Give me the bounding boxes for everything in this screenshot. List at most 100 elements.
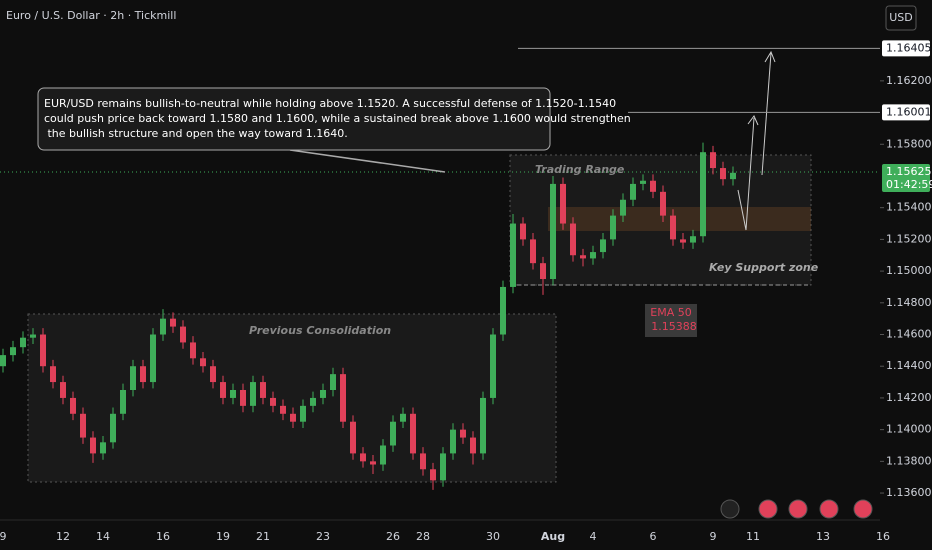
- candle-body: [730, 172, 736, 180]
- arrow-head: [747, 115, 759, 126]
- candle-body: [160, 318, 166, 335]
- candle-body: [450, 429, 456, 454]
- projection-arrow: [761, 52, 772, 176]
- chart-title: Euro / U.S. Dollar · 2h · Tickmill: [6, 9, 176, 22]
- projection-arrow: [737, 117, 755, 231]
- x-tick-label: 11: [746, 530, 760, 543]
- candle-body: [360, 453, 366, 462]
- current-price-label: 1.15625: [886, 165, 932, 178]
- x-tick-label: 30: [486, 530, 500, 543]
- candle-body: [530, 239, 536, 264]
- candle-body: [200, 358, 206, 367]
- arrow-head: [764, 50, 776, 63]
- candle-body: [110, 413, 116, 443]
- candle-body: [10, 347, 16, 356]
- candle-body: [320, 390, 326, 398]
- event-icon[interactable]: [758, 499, 778, 519]
- candle-body: [560, 183, 566, 224]
- y-tick-label: 1.15200: [886, 232, 932, 245]
- candle-body: [390, 421, 396, 446]
- candle-body: [30, 334, 36, 338]
- candle-body: [20, 337, 26, 348]
- candle-body: [370, 461, 376, 465]
- note-line: the bullish structure and open the way t…: [44, 127, 348, 140]
- candle-body: [220, 382, 226, 398]
- candle-body: [670, 215, 676, 240]
- note-box: [37, 87, 551, 151]
- candle-body: [270, 397, 276, 406]
- y-tick-label: 1.13600: [886, 486, 932, 499]
- note-pointer: [289, 149, 446, 173]
- candle-body: [250, 382, 256, 406]
- candle-body: [140, 366, 146, 383]
- candle-body: [640, 180, 646, 184]
- candle-body: [240, 390, 246, 406]
- candle-body: [170, 318, 176, 327]
- candle-body: [520, 223, 526, 240]
- candle-body: [80, 413, 86, 438]
- event-icon[interactable]: [853, 499, 873, 519]
- candle-body: [570, 223, 576, 256]
- candle-body: [550, 183, 556, 280]
- zone-label: Key Support zone: [709, 261, 819, 274]
- candle-body: [480, 397, 486, 454]
- candle-body: [180, 326, 186, 343]
- candle-body: [630, 183, 636, 200]
- y-tick-label: 1.14600: [886, 328, 932, 341]
- candle-body: [60, 382, 66, 398]
- x-tick-label: 28: [416, 530, 430, 543]
- icon-button[interactable]: [720, 499, 740, 519]
- candle-body: [660, 191, 666, 216]
- y-tick-label: 1.15400: [886, 201, 932, 214]
- candle-body: [620, 199, 626, 216]
- x-tick-label: Aug: [541, 530, 565, 543]
- candle-body: [460, 429, 466, 438]
- candle-body: [430, 469, 436, 481]
- candle-body: [710, 152, 716, 169]
- current-price-box: [882, 164, 930, 193]
- x-tick-label: 12: [56, 530, 70, 543]
- y-tick-label: 1.14200: [886, 391, 932, 404]
- countdown-label: 01:42:59: [886, 178, 932, 191]
- candle-body: [0, 355, 6, 367]
- y-tick-label: 1.16200: [886, 74, 932, 87]
- y-tick-label: 1.14400: [886, 359, 932, 372]
- candle-body: [350, 421, 356, 454]
- candle-body: [500, 286, 506, 335]
- candle-body: [440, 453, 446, 481]
- candle-body: [90, 437, 96, 454]
- candle-body: [300, 405, 306, 422]
- candle-body: [580, 255, 586, 259]
- candle-body: [50, 366, 56, 383]
- event-icon[interactable]: [788, 499, 808, 519]
- candle-body: [190, 342, 196, 359]
- candle-body: [100, 442, 106, 454]
- candle-body: [720, 168, 726, 180]
- candle-body: [410, 413, 416, 454]
- candle-body: [420, 453, 426, 470]
- level-box: [882, 40, 930, 57]
- zone-label: Trading Range: [535, 163, 625, 176]
- x-tick-label: 14: [96, 530, 110, 543]
- candle-body: [700, 152, 706, 237]
- candle-body: [650, 180, 656, 192]
- event-icon[interactable]: [819, 499, 839, 519]
- x-tick-label: 9: [0, 530, 7, 543]
- x-tick-label: 13: [816, 530, 830, 543]
- x-tick-label: 21: [256, 530, 270, 543]
- ema-name: EMA 50: [650, 306, 691, 319]
- candle-body: [70, 397, 76, 414]
- candle-body: [600, 239, 606, 253]
- y-tick-label: 1.15800: [886, 137, 932, 150]
- candle-body: [280, 405, 286, 414]
- candle-body: [610, 215, 616, 240]
- candle-body: [120, 390, 126, 414]
- level-box: [882, 104, 930, 121]
- candle-body: [590, 252, 596, 259]
- price-axis: [880, 0, 932, 550]
- x-tick-label: 6: [650, 530, 657, 543]
- currency-button[interactable]: [885, 5, 917, 31]
- note-line: could push price back toward 1.1580 and …: [44, 112, 631, 125]
- x-tick-label: 16: [876, 530, 890, 543]
- candle-body: [40, 334, 46, 367]
